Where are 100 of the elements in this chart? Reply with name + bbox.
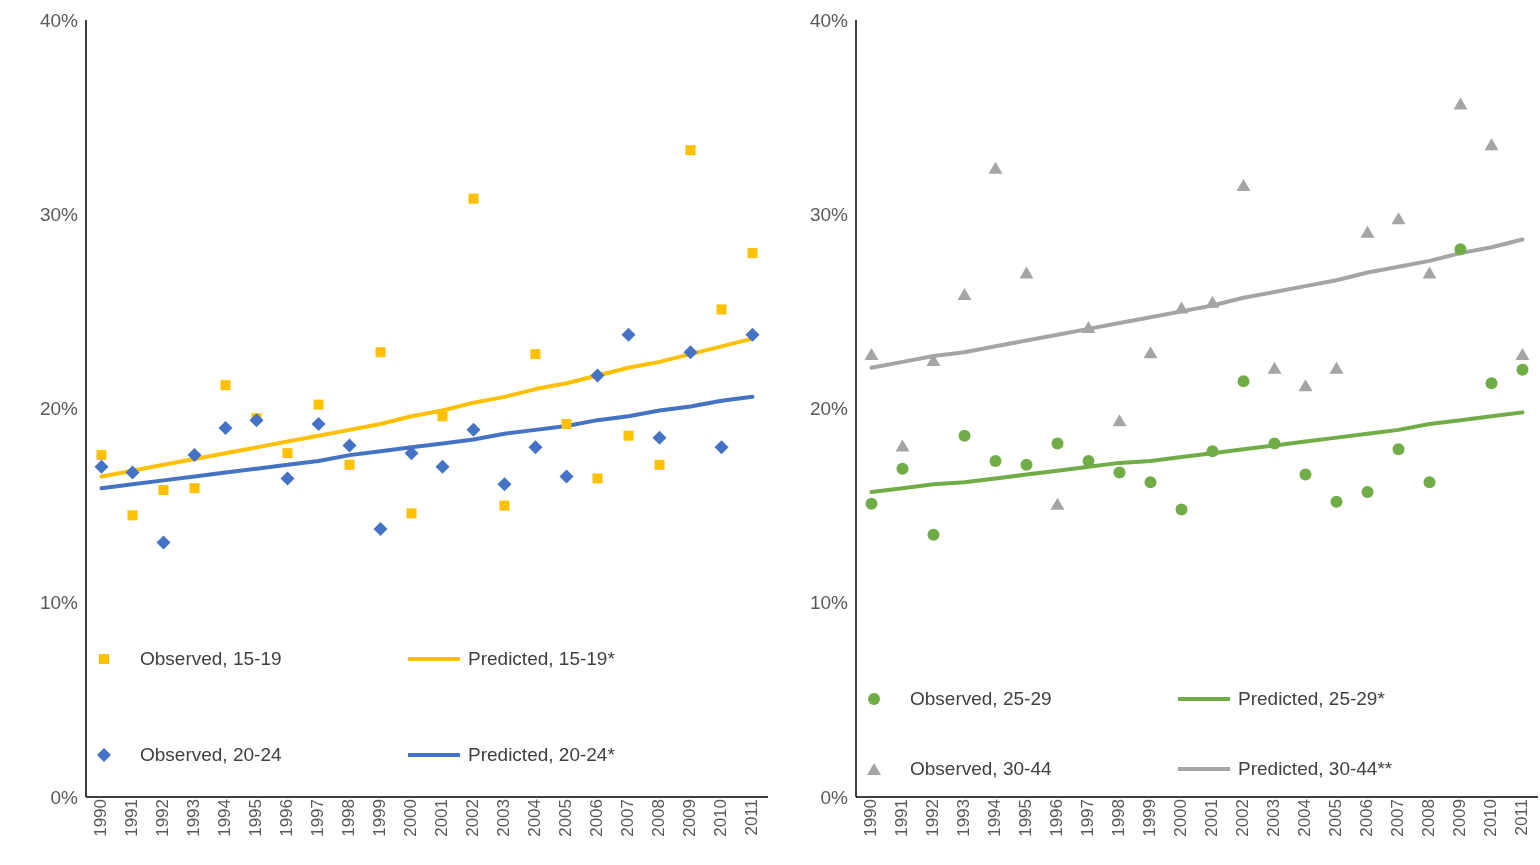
line-series xyxy=(869,410,1525,495)
x-tick-label: 2000 xyxy=(400,799,420,837)
point xyxy=(466,422,481,437)
x-tick-label: 1996 xyxy=(1046,799,1066,837)
point xyxy=(1051,437,1064,450)
point xyxy=(1268,437,1281,450)
x-tick-label: 1997 xyxy=(307,799,327,837)
point xyxy=(1516,363,1529,376)
point xyxy=(375,347,386,358)
y-tick-label: 0% xyxy=(50,786,79,808)
x-tick-label: 2009 xyxy=(1449,799,1469,837)
x-tick-label: 2000 xyxy=(1170,799,1190,837)
point xyxy=(1175,503,1188,516)
x-tick-label: 1999 xyxy=(369,799,389,837)
x-tick-label: 2005 xyxy=(555,799,575,837)
y-tick-label: 0% xyxy=(820,786,849,808)
x-tick-label: 1998 xyxy=(338,799,358,837)
point xyxy=(1020,458,1033,471)
point xyxy=(683,345,698,360)
point xyxy=(342,438,357,453)
legend-label: Predicted, 15-19* xyxy=(468,648,615,670)
point xyxy=(927,528,940,541)
point xyxy=(989,454,1002,467)
point xyxy=(716,304,727,315)
point xyxy=(1113,466,1126,479)
legend-label: Observed, 25-29 xyxy=(910,688,1052,710)
point xyxy=(1081,320,1096,333)
point xyxy=(1392,443,1405,456)
y-tick-label: 10% xyxy=(809,592,849,614)
line-series xyxy=(869,237,1525,370)
point xyxy=(311,417,326,432)
point xyxy=(747,248,758,259)
point xyxy=(94,459,109,474)
point xyxy=(373,521,388,536)
x-tick-label: 2011 xyxy=(1511,799,1531,836)
x-tick-label: 1996 xyxy=(276,799,296,837)
x-tick-label: 1998 xyxy=(1108,799,1128,837)
x-tick-label: 2003 xyxy=(1263,799,1283,837)
point xyxy=(1360,225,1375,238)
y-tick-label: 30% xyxy=(39,203,79,225)
y-tick-label: 20% xyxy=(809,398,849,420)
point xyxy=(1082,454,1095,467)
point xyxy=(1050,497,1065,510)
point xyxy=(528,440,543,455)
point xyxy=(282,448,293,459)
point xyxy=(249,413,264,428)
point xyxy=(1329,361,1344,374)
point xyxy=(1454,243,1467,256)
x-tick-label: 2004 xyxy=(1294,799,1314,837)
x-tick-label: 1997 xyxy=(1077,799,1097,837)
point xyxy=(988,161,1003,174)
point xyxy=(499,500,510,511)
x-tick-label: 1993 xyxy=(183,799,203,837)
x-tick-label: 1991 xyxy=(891,799,911,837)
y-tick-label: 10% xyxy=(39,592,79,614)
point xyxy=(590,368,605,383)
point xyxy=(189,483,200,494)
x-tick-label: 1995 xyxy=(245,799,265,837)
legend-label: Observed, 30-44 xyxy=(910,758,1052,780)
x-tick-label: 2003 xyxy=(493,799,513,837)
x-tick-label: 1994 xyxy=(214,799,234,837)
x-tick-label: 2004 xyxy=(524,799,544,837)
point xyxy=(1423,476,1436,489)
point xyxy=(280,471,295,486)
x-tick-label: 2005 xyxy=(1325,799,1345,837)
y-tick-label: 20% xyxy=(39,398,79,420)
point xyxy=(1019,266,1034,279)
point xyxy=(685,145,696,156)
x-tick-label: 2008 xyxy=(648,799,668,837)
point xyxy=(1485,377,1498,390)
x-tick-label: 2010 xyxy=(1480,799,1500,837)
point xyxy=(187,448,202,463)
point xyxy=(865,497,878,510)
point xyxy=(1205,295,1220,308)
legend-label: Observed, 15-19 xyxy=(140,648,282,670)
x-tick-label: 2009 xyxy=(679,799,699,837)
x-tick-label: 2006 xyxy=(586,799,606,837)
point xyxy=(1237,375,1250,388)
x-tick-label: 1991 xyxy=(121,799,141,837)
point xyxy=(437,411,448,422)
legend-label: Predicted, 20-24* xyxy=(468,744,615,766)
x-tick-label: 2008 xyxy=(1418,799,1438,837)
point xyxy=(1453,97,1468,110)
point xyxy=(1174,301,1189,314)
point xyxy=(1484,138,1499,151)
x-tick-label: 1994 xyxy=(984,799,1004,837)
x-tick-label: 2010 xyxy=(710,799,730,837)
point xyxy=(895,439,910,452)
legend-label: Observed, 20-24 xyxy=(140,744,282,766)
x-tick-label: 2001 xyxy=(431,799,451,837)
x-tick-label: 1993 xyxy=(953,799,973,837)
point xyxy=(1330,495,1343,508)
y-tick-label: 30% xyxy=(809,203,849,225)
point xyxy=(896,462,909,475)
point xyxy=(745,327,760,342)
point xyxy=(497,477,512,492)
x-tick-label: 1999 xyxy=(1139,799,1159,837)
point xyxy=(127,510,138,521)
point xyxy=(344,459,355,470)
point xyxy=(1361,486,1374,499)
